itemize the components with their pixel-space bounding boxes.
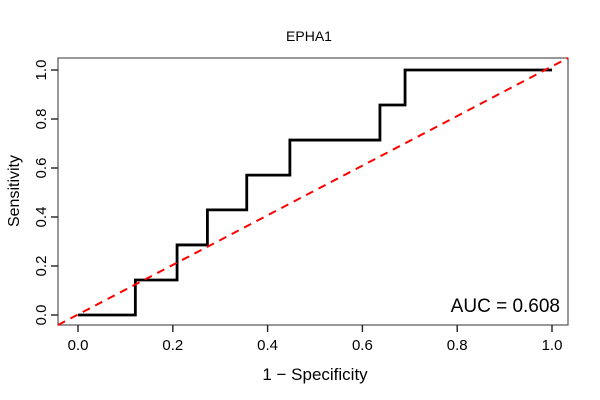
y-axis-tick-label: 0.0 <box>33 305 50 326</box>
x-axis-title: 1 − Specificity <box>262 365 368 384</box>
y-axis-title: Sensitivity <box>6 154 23 228</box>
chance-diagonal <box>57 57 569 326</box>
x-axis-tick-label: 0.0 <box>68 337 89 354</box>
roc-step-curve <box>78 68 552 317</box>
y-axis-tick-label: 0.2 <box>33 256 50 277</box>
x-axis-tick-label: 0.6 <box>352 337 373 354</box>
y-axis-tick-label: 0.4 <box>33 207 50 228</box>
x-axis-tick-label: 0.2 <box>162 337 183 354</box>
auc-annotation: AUC = 0.608 <box>450 296 560 317</box>
y-axis-tick-label: 0.8 <box>33 109 50 130</box>
chart-title: EPHA1 <box>286 28 332 44</box>
y-axis-tick-label: 0.6 <box>33 158 50 179</box>
y-axis-tick-label: 1.0 <box>33 60 50 81</box>
x-axis-tick-label: 0.4 <box>257 337 278 354</box>
x-axis-tick-label: 0.8 <box>447 337 468 354</box>
x-axis-tick-label: 1.0 <box>542 337 563 354</box>
plot-box <box>57 57 569 326</box>
